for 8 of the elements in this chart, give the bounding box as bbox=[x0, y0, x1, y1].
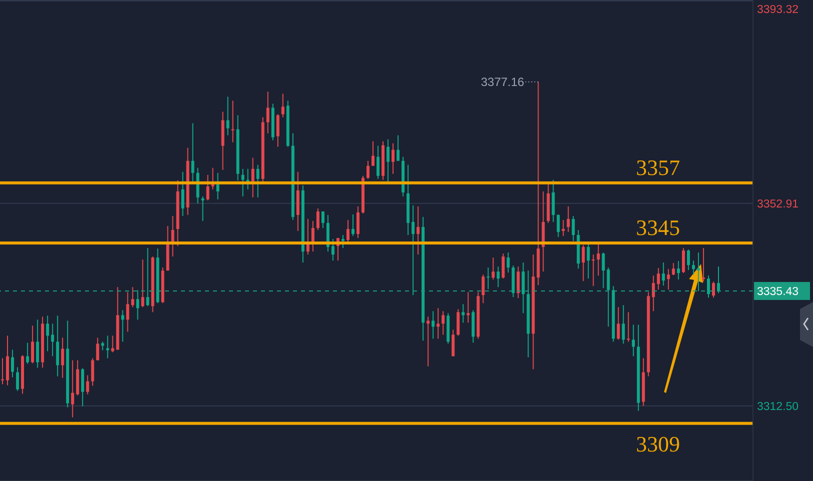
y-tick-label: 3312.50 bbox=[757, 400, 799, 413]
y-tick-label: 3393.32 bbox=[757, 4, 799, 16]
y-tick-label: 3352.91 bbox=[757, 198, 799, 210]
ref-line-label: 3335.43 bbox=[757, 286, 799, 298]
annotation: 3377.16 bbox=[480, 74, 525, 89]
ref-line-label: 3345 bbox=[636, 215, 680, 240]
ref-line-label: 3309 bbox=[636, 431, 680, 456]
ref-line-label: 3357 bbox=[636, 154, 680, 180]
